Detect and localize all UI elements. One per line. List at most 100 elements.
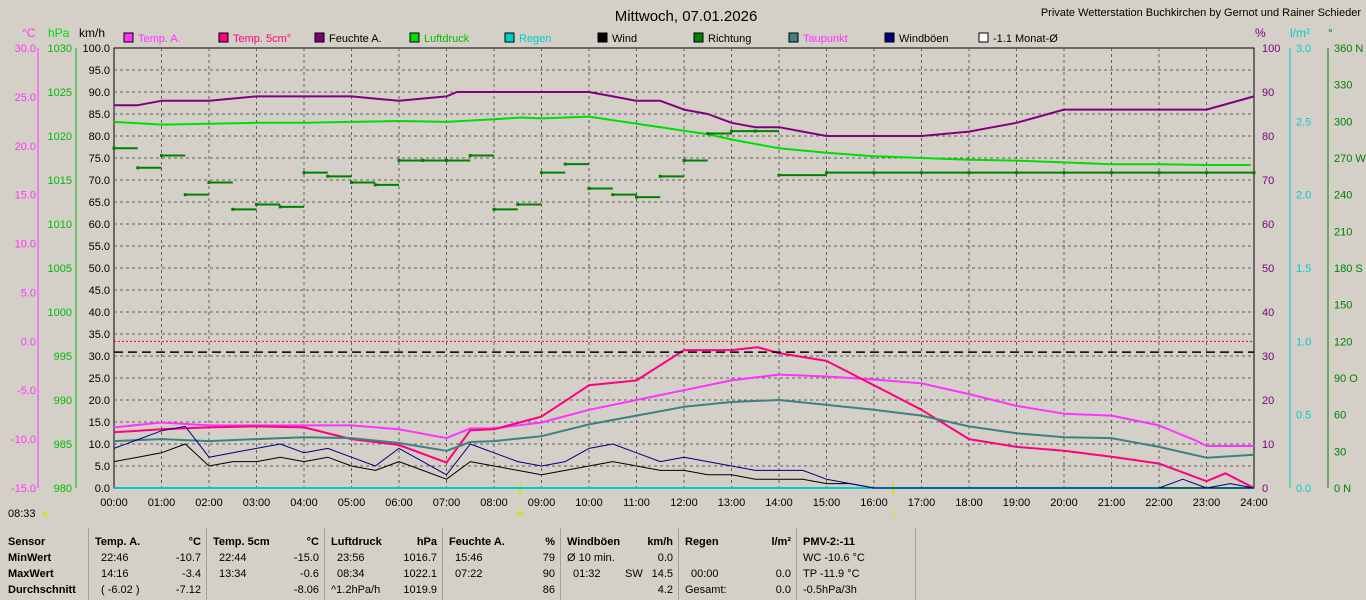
stats-regen-total-val: 0.0 xyxy=(775,584,791,596)
stats-temp-a-unit: °C xyxy=(188,536,201,548)
tick-label-kmh: 85.0 xyxy=(89,109,110,121)
tick-label-rain: 0.5 xyxy=(1296,410,1311,422)
tick-label-kmh: 25.0 xyxy=(89,373,110,385)
tick-label-kmh: 0.0 xyxy=(95,483,110,495)
tick-label-kmh: 60.0 xyxy=(89,219,110,231)
tick-label-celsius: 0.0 xyxy=(21,336,36,348)
tick-label-rain: 1.5 xyxy=(1296,263,1311,275)
stats-col-pmv: PMV-2:-11 WC -10.6 °C TP -11.9 °C -0.5hP… xyxy=(796,528,916,600)
stats-luftdruck-avg-val: 1019.9 xyxy=(403,584,437,596)
tick-label-time: 10:00 xyxy=(575,497,603,509)
stats-sensor-header: Sensor xyxy=(8,536,46,548)
tick-label-pct: 20 xyxy=(1262,395,1274,407)
unit-deg: ° xyxy=(1328,26,1333,40)
tick-label-pct: 40 xyxy=(1262,307,1274,319)
unit-pct: % xyxy=(1255,26,1266,40)
legend-label: Regen xyxy=(519,33,551,45)
tick-label-kmh: 95.0 xyxy=(89,65,110,77)
tick-label-hpa: 1025 xyxy=(48,87,72,99)
tick-label-kmh: 65.0 xyxy=(89,197,110,209)
tick-label-direction: 360 N xyxy=(1334,43,1363,55)
series-line-windb-en xyxy=(113,425,1255,489)
stats-windboeen-10min-val: 0.0 xyxy=(657,552,673,564)
tick-label-rain: 2.0 xyxy=(1296,190,1311,202)
stats-luftdruck-min-val: 1016.7 xyxy=(403,552,437,564)
tick-label-time: 14:00 xyxy=(765,497,793,509)
stats-temp-5cm-min-val: -15.0 xyxy=(293,552,319,564)
tick-label-time: 24:00 xyxy=(1240,497,1268,509)
tick-label-kmh: 40.0 xyxy=(89,307,110,319)
tick-label-hpa: 1015 xyxy=(48,175,72,187)
tick-label-time: 04:00 xyxy=(290,497,318,509)
tick-label-hpa: 995 xyxy=(54,351,72,363)
tick-label-kmh: 5.0 xyxy=(95,461,110,473)
stats-pmv-label: PMV-2:-11 xyxy=(803,536,855,548)
tick-label-celsius: 20.0 xyxy=(15,141,36,153)
legend-label: -1.1 Monat-Ø xyxy=(993,33,1058,45)
tick-label-pct: 90 xyxy=(1262,87,1274,99)
series-line-luftdruck xyxy=(113,115,1251,166)
series-line-temp-a xyxy=(113,373,1254,447)
tick-label-kmh: 75.0 xyxy=(89,153,110,165)
tick-label-kmh: 10.0 xyxy=(89,439,110,451)
tick-label-rain: 3.0 xyxy=(1296,43,1311,55)
tick-label-time: 15:00 xyxy=(813,497,841,509)
stats-pressure-trend: -0.5hPa/3h xyxy=(803,584,857,596)
chart-legend: Temp. A. Temp. 5cm° Feuchte A. Luftdruck Reg… xyxy=(123,32,1058,45)
tick-label-direction: 150 xyxy=(1334,300,1352,312)
legend-swatch xyxy=(788,32,799,43)
stats-regen-max-val: 0.0 xyxy=(775,568,791,580)
stats-luftdruck-trend: ^1.2hPa/h xyxy=(331,584,381,596)
legend-swatch xyxy=(218,32,229,43)
tick-label-rain: 0.0 xyxy=(1296,483,1311,495)
tick-label-rain: 1.0 xyxy=(1296,336,1311,348)
tick-label-kmh: 50.0 xyxy=(89,263,110,275)
tick-label-direction: 210 xyxy=(1334,226,1352,238)
series-group xyxy=(112,91,1256,489)
series-line-wind xyxy=(113,443,1254,489)
stats-col-luftdruck: Luftdruck hPa 23:56 1016.7 08:34 1022.1 ^1.… xyxy=(324,528,443,600)
tick-label-time: 21:00 xyxy=(1098,497,1126,509)
tick-label-time: 02:00 xyxy=(195,497,223,509)
stats-regen-unit: l/m² xyxy=(771,536,791,548)
tick-label-hpa: 1020 xyxy=(48,131,72,143)
tick-label-celsius: 10.0 xyxy=(15,239,36,251)
tick-label-time: 17:00 xyxy=(908,497,936,509)
stats-feuchte-unit: % xyxy=(545,536,555,548)
stats-luftdruck-unit: hPa xyxy=(416,536,437,548)
legend-swatch xyxy=(409,32,420,43)
tick-label-pct: 80 xyxy=(1262,131,1274,143)
tick-label-kmh: 45.0 xyxy=(89,285,110,297)
stats-avg-label: Durchschnitt xyxy=(8,584,76,596)
stats-windboeen-label: Windböen xyxy=(567,536,621,548)
tick-label-celsius: 25.0 xyxy=(15,92,36,104)
stats-windboeen-max-time: 01:32 xyxy=(573,568,601,580)
axis-x: 00:00 01:00 02:00 03:00 04:00 05:00 06:00 07:00… xyxy=(8,484,1268,521)
tick-label-direction: 330 xyxy=(1334,80,1352,92)
unit-rain: l/m² xyxy=(1290,26,1310,40)
tick-label-hpa: 1000 xyxy=(48,307,72,319)
tick-label-hpa: 1030 xyxy=(48,43,72,55)
stats-col-temp-a: Temp. A. °C 22:46 -10.7 14:16 -3.4 ( -6.02 … xyxy=(88,528,207,600)
stats-max-label: MaxWert xyxy=(8,568,54,580)
stats-temp-5cm-max-val: -0.6 xyxy=(300,568,319,580)
legend-swatch xyxy=(314,32,325,43)
legend-swatch xyxy=(504,32,515,43)
stats-feuchte-label: Feuchte A. xyxy=(449,536,505,548)
stats-temp-5cm-max-time: 13:34 xyxy=(219,568,247,580)
stats-temp-5cm-label: Temp. 5cm xyxy=(213,536,270,548)
stats-col-windboeen: Windböen km/h Ø 10 min. 0.0 01:32 SW 14.5 4.… xyxy=(560,528,679,600)
stats-windboeen-10min-label: Ø 10 min. xyxy=(567,552,615,564)
stats-feuchte-max-val: 90 xyxy=(542,568,555,580)
stats-regen-total-label: Gesamt: xyxy=(685,584,727,596)
stats-luftdruck-label: Luftdruck xyxy=(331,536,382,548)
legend-label: Wind xyxy=(612,33,637,45)
tick-label-pct: 60 xyxy=(1262,219,1274,231)
unit-kmh: km/h xyxy=(79,26,105,40)
stats-temp-5cm-unit: °C xyxy=(306,536,319,548)
tick-label-kmh: 90.0 xyxy=(89,87,110,99)
tick-label-kmh: 30.0 xyxy=(89,351,110,363)
stats-min-label: MinWert xyxy=(8,552,52,564)
sunrise-marker-icon: ☀ xyxy=(515,508,525,520)
tick-label-time: 13:00 xyxy=(718,497,746,509)
